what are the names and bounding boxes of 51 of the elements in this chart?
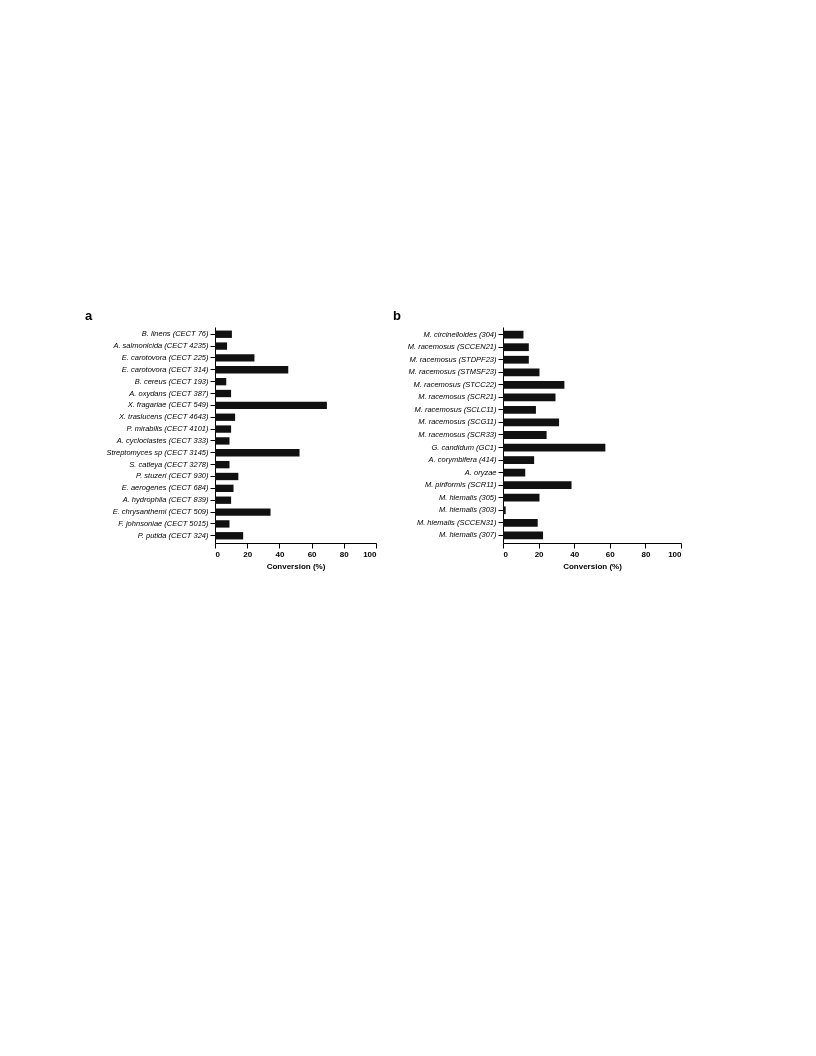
bar <box>215 389 232 398</box>
x-tick-label: 20 <box>534 549 545 559</box>
bar <box>215 401 327 410</box>
x-tick-label: 0 <box>215 549 221 559</box>
bar <box>215 425 232 433</box>
bar <box>215 508 271 516</box>
x-tick-label: 0 <box>503 549 509 559</box>
bar <box>215 413 236 421</box>
x-axis-title: Conversion (%) <box>563 561 623 571</box>
x-tick-label: 80 <box>641 549 651 559</box>
bar <box>215 460 230 469</box>
bar <box>503 330 524 339</box>
bar <box>503 355 529 364</box>
bar <box>215 496 232 504</box>
bar <box>503 481 572 490</box>
bar <box>215 377 227 386</box>
bar <box>503 468 526 477</box>
x-tick-label: 20 <box>243 549 253 559</box>
bar <box>215 330 232 338</box>
x-axis-title: Conversion (%) <box>266 561 326 571</box>
bar <box>215 342 228 350</box>
bar <box>503 393 556 402</box>
bar <box>215 437 230 445</box>
bar <box>503 518 538 527</box>
text: b <box>393 308 401 323</box>
bar <box>503 368 540 377</box>
bar <box>503 443 606 452</box>
x-tick-label: 40 <box>570 549 580 559</box>
bar <box>503 493 540 502</box>
x-tick-label: 60 <box>605 549 616 559</box>
bar <box>503 406 536 414</box>
bar <box>215 366 289 374</box>
x-tick-label: 100 <box>668 549 683 559</box>
bar <box>503 431 547 439</box>
bar <box>215 520 230 528</box>
x-tick-label: 80 <box>339 549 350 559</box>
bar <box>503 418 560 427</box>
bar <box>503 456 535 464</box>
bar <box>215 472 239 481</box>
bar <box>215 449 300 457</box>
bar <box>503 506 506 515</box>
text: a <box>85 308 93 323</box>
bar <box>215 484 234 493</box>
bar <box>215 354 255 362</box>
bar <box>503 380 565 389</box>
bar <box>215 532 244 540</box>
x-tick-label: 60 <box>307 549 318 559</box>
x-tick-label: 100 <box>363 549 378 559</box>
x-tick-label: 40 <box>275 549 285 559</box>
bar <box>503 531 544 540</box>
bar <box>503 343 529 352</box>
